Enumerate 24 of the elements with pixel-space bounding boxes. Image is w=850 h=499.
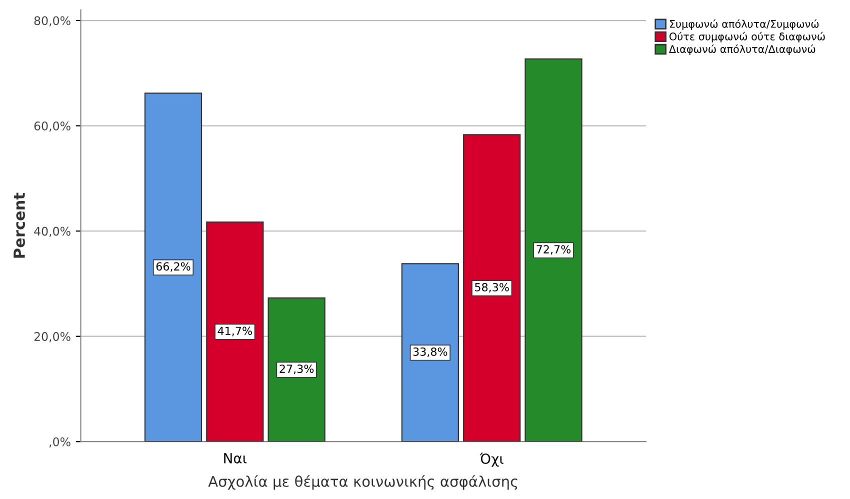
x-tick-label: Όχι [480, 452, 504, 467]
x-tick-label: Ναι [224, 453, 247, 464]
x-axis-title: Ασχολία με θέματα κοινωνικής ασφάλισης [208, 475, 518, 490]
data-label: 66,2% [156, 262, 190, 272]
y-tick-label: 20,0% [34, 332, 70, 342]
bar [268, 297, 326, 442]
y-tick-label: ,0% [49, 437, 70, 448]
bar [463, 134, 521, 442]
y-tick-label: 80,0% [34, 16, 70, 26]
bar [401, 263, 459, 442]
bar [206, 222, 264, 442]
legend-label: Διαφωνώ απόλυτα/Διαφωνώ [669, 44, 816, 56]
data-label: 33,8% [413, 347, 448, 358]
data-label: 72,7% [536, 245, 571, 255]
bar [524, 58, 582, 442]
data-label: 58,3% [475, 282, 509, 293]
bar [144, 92, 202, 442]
y-tick-label: 40,0% [34, 226, 70, 237]
legend-label: Συμφωνώ απόλυτα/Συμφωνώ [670, 19, 819, 30]
data-label: 41,7% [218, 326, 252, 336]
y-axis-title: Percent [14, 192, 26, 258]
data-label: 27,3% [280, 364, 314, 374]
y-tick-label: 60,0% [34, 122, 70, 132]
legend-label: Ούτε συμφωνώ ούτε διαφωνώ [670, 32, 825, 42]
